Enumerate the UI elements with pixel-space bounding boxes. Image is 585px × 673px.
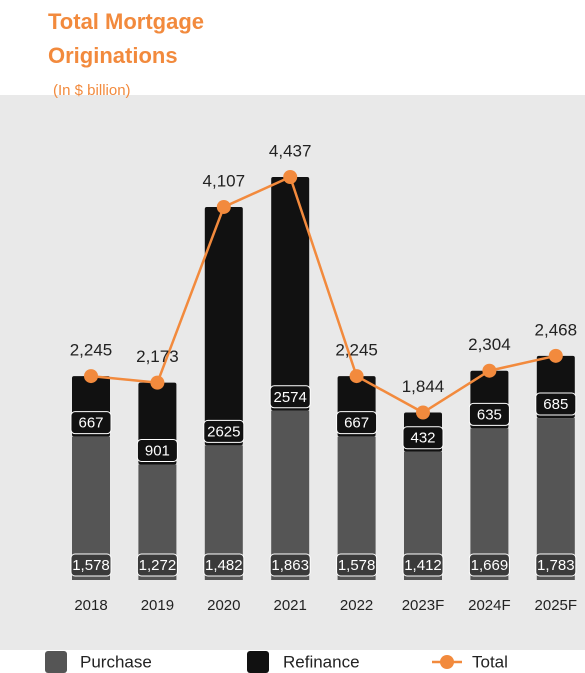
legend-swatch xyxy=(247,651,269,673)
total-line xyxy=(90,175,557,414)
purchase-label-group: 1,578 xyxy=(336,553,378,577)
refinance-label-box xyxy=(136,438,178,462)
purchase-label: 1,482 xyxy=(205,557,243,574)
refinance-label: 667 xyxy=(78,415,103,432)
legend-swatch xyxy=(45,651,67,673)
total-marker xyxy=(283,170,298,184)
purchase-label-box xyxy=(203,553,245,577)
x-tick-label: 2018 xyxy=(74,597,107,614)
legend-label: Total xyxy=(472,652,508,671)
x-tick-label: 2020 xyxy=(207,597,240,614)
purchase-label-group: 1,578 xyxy=(70,553,112,577)
x-tick-label: 2023F xyxy=(402,597,445,614)
legend-label: Purchase xyxy=(80,652,152,671)
total-label: 2,468 xyxy=(535,320,578,339)
total-label: 1,844 xyxy=(402,377,445,396)
purchase-label: 1,578 xyxy=(72,557,110,574)
refinance-label-group: 2574 xyxy=(269,385,311,409)
refinance-label-group: 667 xyxy=(336,411,378,435)
refinance-label-box xyxy=(535,392,577,416)
refinance-label: 667 xyxy=(344,415,369,432)
purchase-label-group: 1,482 xyxy=(203,553,245,577)
total-label: 2,245 xyxy=(70,341,113,360)
purchase-label: 1,578 xyxy=(338,557,376,574)
purchase-label-box xyxy=(336,553,378,577)
refinance-label-group: 432 xyxy=(402,426,444,450)
total-marker xyxy=(84,369,98,384)
total-marker xyxy=(416,405,430,420)
refinance-label-box xyxy=(336,411,378,435)
purchase-label: 1,669 xyxy=(471,557,509,574)
refinance-label: 685 xyxy=(543,396,568,413)
purchase-label: 1,412 xyxy=(404,557,442,574)
x-tick-label: 2025F xyxy=(535,597,578,614)
total-marker xyxy=(216,199,231,214)
x-tick-label: 2022 xyxy=(340,597,373,614)
header-box xyxy=(432,0,585,45)
bar-refinance xyxy=(204,206,243,446)
purchase-label-box xyxy=(70,553,112,577)
total-label: 2,245 xyxy=(335,341,378,360)
refinance-label-group: 667 xyxy=(70,411,112,435)
total-marker xyxy=(150,375,165,390)
bar-purchase xyxy=(271,410,310,580)
refinance-label: 901 xyxy=(145,442,170,459)
total-marker xyxy=(482,363,497,378)
purchase-label: 1,783 xyxy=(537,557,575,574)
purchase-label-box xyxy=(535,553,577,577)
chart-subtitle: (In $ billion) xyxy=(53,82,131,99)
refinance-label: 432 xyxy=(410,430,435,447)
total-marker xyxy=(548,348,563,363)
bar-purchase xyxy=(536,418,575,580)
purchase-label-group: 1,412 xyxy=(402,553,444,577)
total-marker xyxy=(349,369,364,384)
refinance-label-group: 901 xyxy=(136,438,178,462)
purchase-label-box xyxy=(402,553,444,577)
purchase-label: 1,272 xyxy=(139,557,177,574)
refinance-label-box xyxy=(70,411,112,435)
purchase-label-box xyxy=(468,553,510,577)
purchase-label-box xyxy=(269,553,311,577)
refinance-label: 2574 xyxy=(274,389,307,406)
chart-title: Total Mortgage Originations xyxy=(48,9,204,68)
refinance-label-group: 2625 xyxy=(203,419,245,443)
purchase-label: 1,863 xyxy=(271,557,309,574)
purchase-label-group: 1,863 xyxy=(269,553,311,577)
legend-marker xyxy=(440,655,454,669)
purchase-label-group: 1,272 xyxy=(136,553,178,577)
total-label: 4,437 xyxy=(269,141,312,160)
total-label: 2,304 xyxy=(468,335,511,354)
purchase-label-box xyxy=(136,553,178,577)
refinance-label-box xyxy=(269,385,311,409)
legend-label: Refinance xyxy=(283,652,360,671)
total-label: 4,107 xyxy=(203,171,246,190)
refinance-label-box xyxy=(203,419,245,443)
refinance-label-group: 635 xyxy=(468,402,510,426)
refinance-label: 635 xyxy=(477,406,502,423)
refinance-label: 2625 xyxy=(207,423,240,440)
x-tick-label: 2024F xyxy=(468,597,511,614)
purchase-label-group: 1,669 xyxy=(468,553,510,577)
x-tick-label: 2019 xyxy=(141,597,174,614)
refinance-label-box xyxy=(468,402,510,426)
refinance-label-box xyxy=(402,426,444,450)
refinance-label-group: 685 xyxy=(535,392,577,416)
x-tick-label: 2021 xyxy=(274,597,307,614)
bar-refinance xyxy=(271,177,310,411)
purchase-label-group: 1,783 xyxy=(535,553,577,577)
total-label: 2,173 xyxy=(136,347,179,366)
